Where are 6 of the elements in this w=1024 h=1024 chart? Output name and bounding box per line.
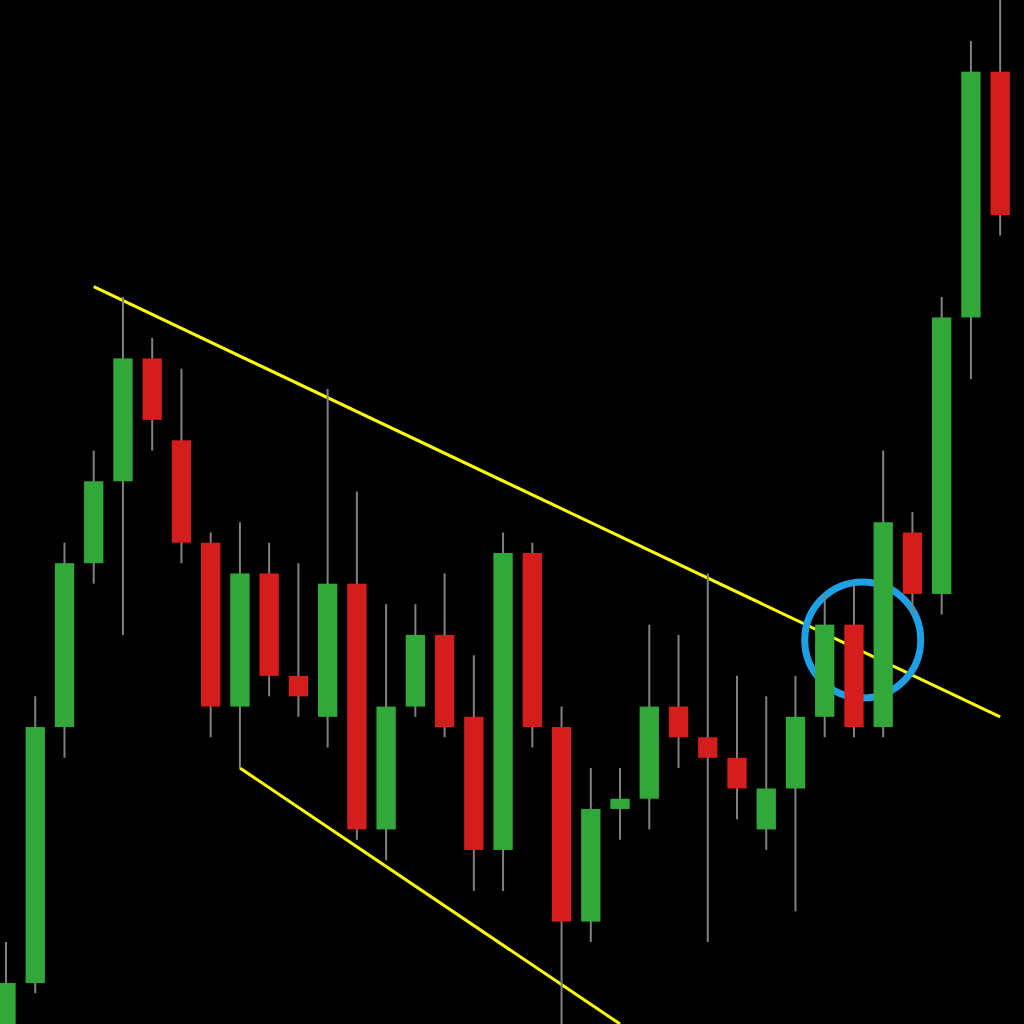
candlestick — [756, 695, 776, 851]
candlestick — [288, 562, 309, 718]
candlestick — [668, 633, 689, 769]
candlestick — [698, 572, 718, 944]
candlestick — [610, 767, 630, 841]
candlestick — [727, 674, 747, 821]
